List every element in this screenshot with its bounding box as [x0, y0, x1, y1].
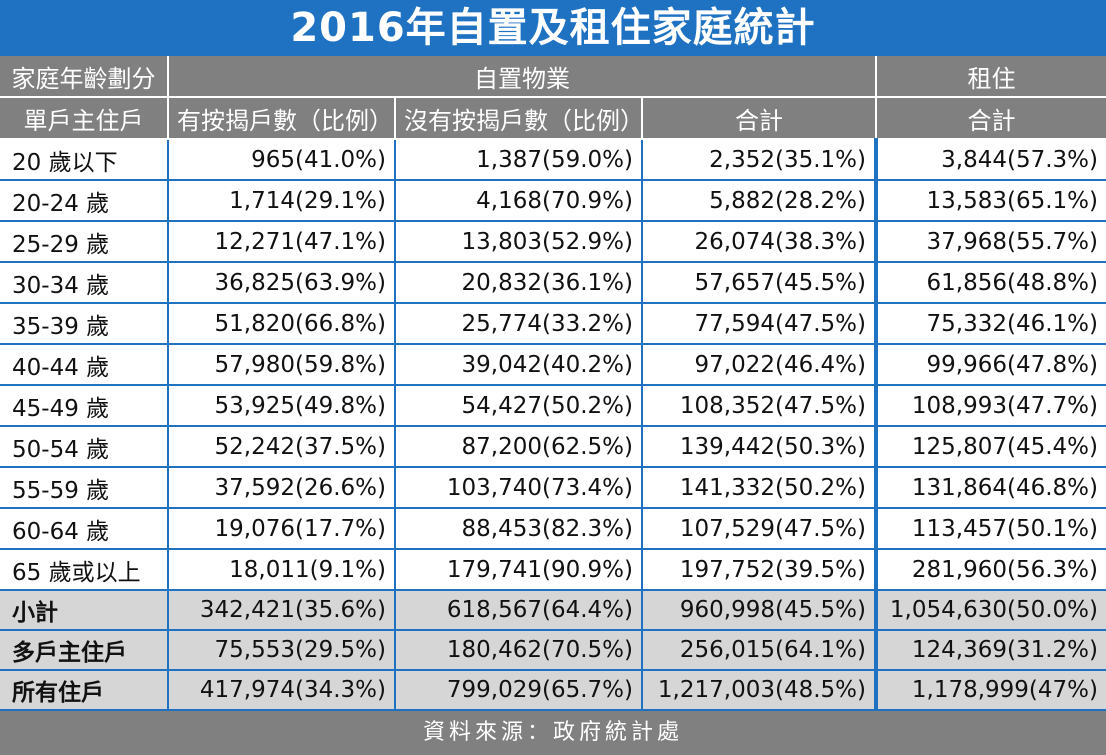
row-label: 50-54 歲: [0, 426, 169, 468]
row-label: 55-59 歲: [0, 467, 169, 509]
cell-mortgage: 36,825(63.9%): [168, 262, 396, 304]
table-row: 45-49 歲 53,925(49.8%) 54,427(50.2%) 108,352…: [0, 385, 1106, 427]
cell-owned-total: 97,022(46.4%): [642, 344, 878, 386]
cell-rented-total: 99,966(47.8%): [876, 344, 1106, 386]
row-label: 35-39 歲: [0, 303, 169, 345]
cell-rented-total: 1,054,630(50.0%): [876, 590, 1106, 631]
header-row-1: 家庭年齡劃分 自置物業 租住: [0, 56, 1106, 98]
cell-mortgage: 1,714(29.1%): [168, 180, 396, 222]
cell-no-mortgage: 88,453(82.3%): [395, 508, 643, 550]
row-label: 小計: [0, 590, 169, 631]
cell-mortgage: 53,925(49.8%): [168, 385, 396, 427]
cell-mortgage: 37,592(26.6%): [168, 467, 396, 509]
cell-rented-total: 281,960(56.3%): [876, 549, 1106, 591]
cell-rented-total: 113,457(50.1%): [876, 508, 1106, 550]
table-row: 50-54 歲 52,242(37.5%) 87,200(62.5%) 139,442…: [0, 426, 1106, 468]
row-label: 多戶主住戶: [0, 630, 169, 671]
row-label: 25-29 歲: [0, 221, 169, 263]
household-stats-table: 家庭年齡劃分 自置物業 租住 單戶主住戶 有按揭戶數（比例） 沒有按揭戶數（比例…: [0, 56, 1106, 711]
row-label: 所有住戶: [0, 670, 169, 711]
cell-rented-total: 75,332(46.1%): [876, 303, 1106, 345]
table-row: 25-29 歲 12,271(47.1%) 13,803(52.9%) 26,074(…: [0, 221, 1106, 263]
cell-owned-total: 2,352(35.1%): [642, 138, 878, 181]
table-row: 35-39 歲 51,820(66.8%) 25,774(33.2%) 77,594(…: [0, 303, 1106, 345]
cell-no-mortgage: 618,567(64.4%): [395, 590, 643, 631]
cell-mortgage: 18,011(9.1%): [168, 549, 396, 591]
row-label: 20-24 歲: [0, 180, 169, 222]
cell-owned-total: 139,442(50.3%): [642, 426, 878, 468]
cell-no-mortgage: 54,427(50.2%): [395, 385, 643, 427]
cell-owned-total: 960,998(45.5%): [642, 590, 878, 631]
row-label: 60-64 歲: [0, 508, 169, 550]
cell-no-mortgage: 103,740(73.4%): [395, 467, 643, 509]
cell-owned-total: 256,015(64.1%): [642, 630, 878, 671]
header-owned-total: 合計: [642, 97, 877, 140]
table-row: 65 歲或以上 18,011(9.1%) 179,741(90.9%) 197,752…: [0, 549, 1106, 591]
cell-mortgage: 417,974(34.3%): [168, 670, 396, 711]
cell-rented-total: 61,856(48.8%): [876, 262, 1106, 304]
header-age-group: 家庭年齡劃分: [0, 56, 169, 98]
row-label: 65 歲或以上: [0, 549, 169, 591]
cell-no-mortgage: 179,741(90.9%): [395, 549, 643, 591]
header-owned: 自置物業: [168, 56, 877, 98]
table-row: 60-64 歲 19,076(17.7%) 88,453(82.3%) 107,529…: [0, 508, 1106, 550]
table-row: 多戶主住戶 75,553(29.5%) 180,462(70.5%) 256,015(…: [0, 630, 1106, 671]
cell-no-mortgage: 180,462(70.5%): [395, 630, 643, 671]
header-rented-total: 合計: [876, 97, 1106, 140]
cell-no-mortgage: 13,803(52.9%): [395, 221, 643, 263]
header-row-2: 單戶主住戶 有按揭戶數（比例） 沒有按揭戶數（比例） 合計 合計: [0, 97, 1106, 140]
cell-owned-total: 57,657(45.5%): [642, 262, 878, 304]
cell-no-mortgage: 87,200(62.5%): [395, 426, 643, 468]
header-rented: 租住: [876, 56, 1106, 98]
cell-owned-total: 197,752(39.5%): [642, 549, 878, 591]
cell-mortgage: 51,820(66.8%): [168, 303, 396, 345]
header-single-head: 單戶主住戶: [0, 97, 169, 140]
cell-rented-total: 3,844(57.3%): [876, 138, 1106, 181]
cell-no-mortgage: 39,042(40.2%): [395, 344, 643, 386]
cell-mortgage: 75,553(29.5%): [168, 630, 396, 671]
cell-rented-total: 131,864(46.8%): [876, 467, 1106, 509]
cell-no-mortgage: 799,029(65.7%): [395, 670, 643, 711]
table-title: 2016年自置及租住家庭統計: [0, 0, 1106, 56]
cell-no-mortgage: 25,774(33.2%): [395, 303, 643, 345]
cell-owned-total: 26,074(38.3%): [642, 221, 878, 263]
header-no-mortgage: 沒有按揭戶數（比例）: [395, 97, 643, 140]
table-row: 20-24 歲 1,714(29.1%) 4,168(70.9%) 5,882(28.…: [0, 180, 1106, 222]
cell-owned-total: 77,594(47.5%): [642, 303, 878, 345]
cell-rented-total: 124,369(31.2%): [876, 630, 1106, 671]
row-label: 40-44 歲: [0, 344, 169, 386]
row-label: 30-34 歲: [0, 262, 169, 304]
cell-rented-total: 125,807(45.4%): [876, 426, 1106, 468]
cell-mortgage: 19,076(17.7%): [168, 508, 396, 550]
source-note: 資料來源：政府統計處: [0, 711, 1106, 755]
cell-rented-total: 1,178,999(47%): [876, 670, 1106, 711]
table-row: 40-44 歲 57,980(59.8%) 39,042(40.2%) 97,022(…: [0, 344, 1106, 386]
cell-owned-total: 107,529(47.5%): [642, 508, 878, 550]
table-row: 所有住戶 417,974(34.3%) 799,029(65.7%) 1,217,00…: [0, 670, 1106, 711]
cell-mortgage: 12,271(47.1%): [168, 221, 396, 263]
table-row: 20 歲以下 965(41.0%) 1,387(59.0%) 2,352(35.1%)…: [0, 138, 1106, 181]
table-row: 小計 342,421(35.6%) 618,567(64.4%) 960,998(45…: [0, 590, 1106, 631]
cell-mortgage: 342,421(35.6%): [168, 590, 396, 631]
row-label: 45-49 歲: [0, 385, 169, 427]
cell-owned-total: 108,352(47.5%): [642, 385, 878, 427]
header-mortgage: 有按揭戶數（比例）: [168, 97, 396, 140]
cell-mortgage: 52,242(37.5%): [168, 426, 396, 468]
cell-owned-total: 1,217,003(48.5%): [642, 670, 878, 711]
cell-mortgage: 57,980(59.8%): [168, 344, 396, 386]
table-row: 30-34 歲 36,825(63.9%) 20,832(36.1%) 57,657(…: [0, 262, 1106, 304]
row-label: 20 歲以下: [0, 138, 169, 181]
table-row: 55-59 歲 37,592(26.6%) 103,740(73.4%) 141,33…: [0, 467, 1106, 509]
cell-owned-total: 5,882(28.2%): [642, 180, 878, 222]
cell-rented-total: 13,583(65.1%): [876, 180, 1106, 222]
cell-rented-total: 37,968(55.7%): [876, 221, 1106, 263]
cell-no-mortgage: 4,168(70.9%): [395, 180, 643, 222]
cell-no-mortgage: 20,832(36.1%): [395, 262, 643, 304]
cell-owned-total: 141,332(50.2%): [642, 467, 878, 509]
cell-rented-total: 108,993(47.7%): [876, 385, 1106, 427]
cell-no-mortgage: 1,387(59.0%): [395, 138, 643, 181]
cell-mortgage: 965(41.0%): [168, 138, 396, 181]
